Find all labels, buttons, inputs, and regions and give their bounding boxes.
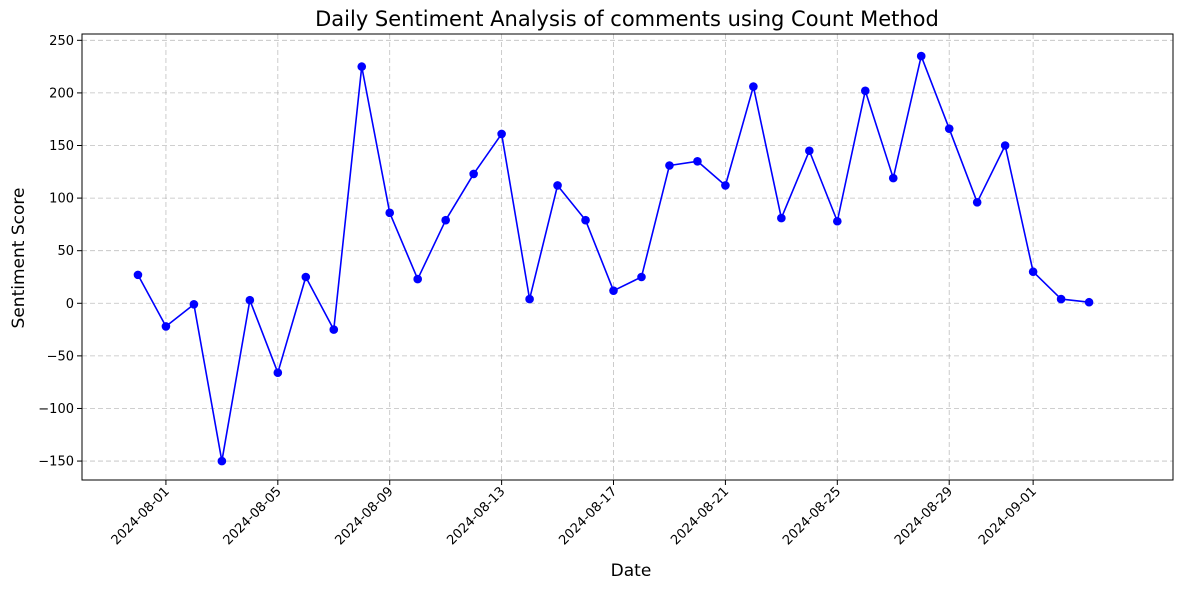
data-point bbox=[637, 272, 646, 282]
data-point bbox=[301, 272, 311, 282]
y-tick-label: 50 bbox=[57, 244, 74, 259]
data-point bbox=[888, 173, 898, 183]
data-point bbox=[972, 198, 982, 207]
data-point bbox=[693, 156, 702, 166]
data-point bbox=[189, 300, 199, 309]
data-point bbox=[916, 51, 926, 61]
data-point bbox=[273, 368, 283, 378]
y-tick-label: −50 bbox=[47, 349, 74, 364]
data-point bbox=[357, 62, 367, 71]
data-point bbox=[553, 181, 562, 190]
y-tick-label: −150 bbox=[38, 455, 74, 470]
data-point bbox=[665, 161, 674, 170]
y-axis-title: Sentiment Score bbox=[9, 188, 29, 329]
y-tick-label: −100 bbox=[38, 402, 74, 417]
y-tick-label: 150 bbox=[49, 139, 74, 154]
y-tick-label: 200 bbox=[49, 86, 74, 101]
data-point bbox=[245, 295, 255, 305]
data-point bbox=[833, 216, 842, 226]
plot-frame bbox=[81, 33, 1174, 481]
data-point bbox=[860, 86, 870, 96]
y-axis: 250 200 150 100 50 0 −50 −100 −150 bbox=[38, 34, 82, 470]
data-point bbox=[525, 294, 534, 304]
chart-title: Daily Sentiment Analysis of comments usi… bbox=[315, 7, 939, 31]
data-point bbox=[581, 215, 590, 225]
data-point bbox=[497, 129, 506, 139]
data-point bbox=[805, 146, 814, 156]
data-point bbox=[329, 325, 339, 334]
data-point bbox=[609, 286, 618, 295]
data-point bbox=[1056, 294, 1066, 304]
data-point bbox=[1000, 141, 1010, 150]
data-point bbox=[1028, 267, 1038, 277]
x-axis-title: Date bbox=[611, 561, 652, 581]
data-point bbox=[1084, 297, 1094, 307]
data-point bbox=[749, 82, 758, 91]
data-point bbox=[133, 270, 143, 280]
grid-lines bbox=[82, 34, 1173, 480]
data-point bbox=[777, 213, 786, 223]
data-point bbox=[469, 169, 478, 179]
y-tick-label: 100 bbox=[49, 192, 74, 207]
data-point bbox=[413, 274, 422, 284]
data-point bbox=[217, 456, 227, 466]
data-point bbox=[385, 208, 395, 218]
data-point bbox=[441, 215, 450, 225]
data-point bbox=[721, 181, 730, 190]
y-tick-label: 0 bbox=[66, 297, 74, 312]
data-point bbox=[944, 124, 954, 133]
data-point bbox=[161, 322, 171, 331]
y-tick-label: 250 bbox=[49, 34, 74, 49]
series-layer bbox=[133, 51, 1094, 466]
